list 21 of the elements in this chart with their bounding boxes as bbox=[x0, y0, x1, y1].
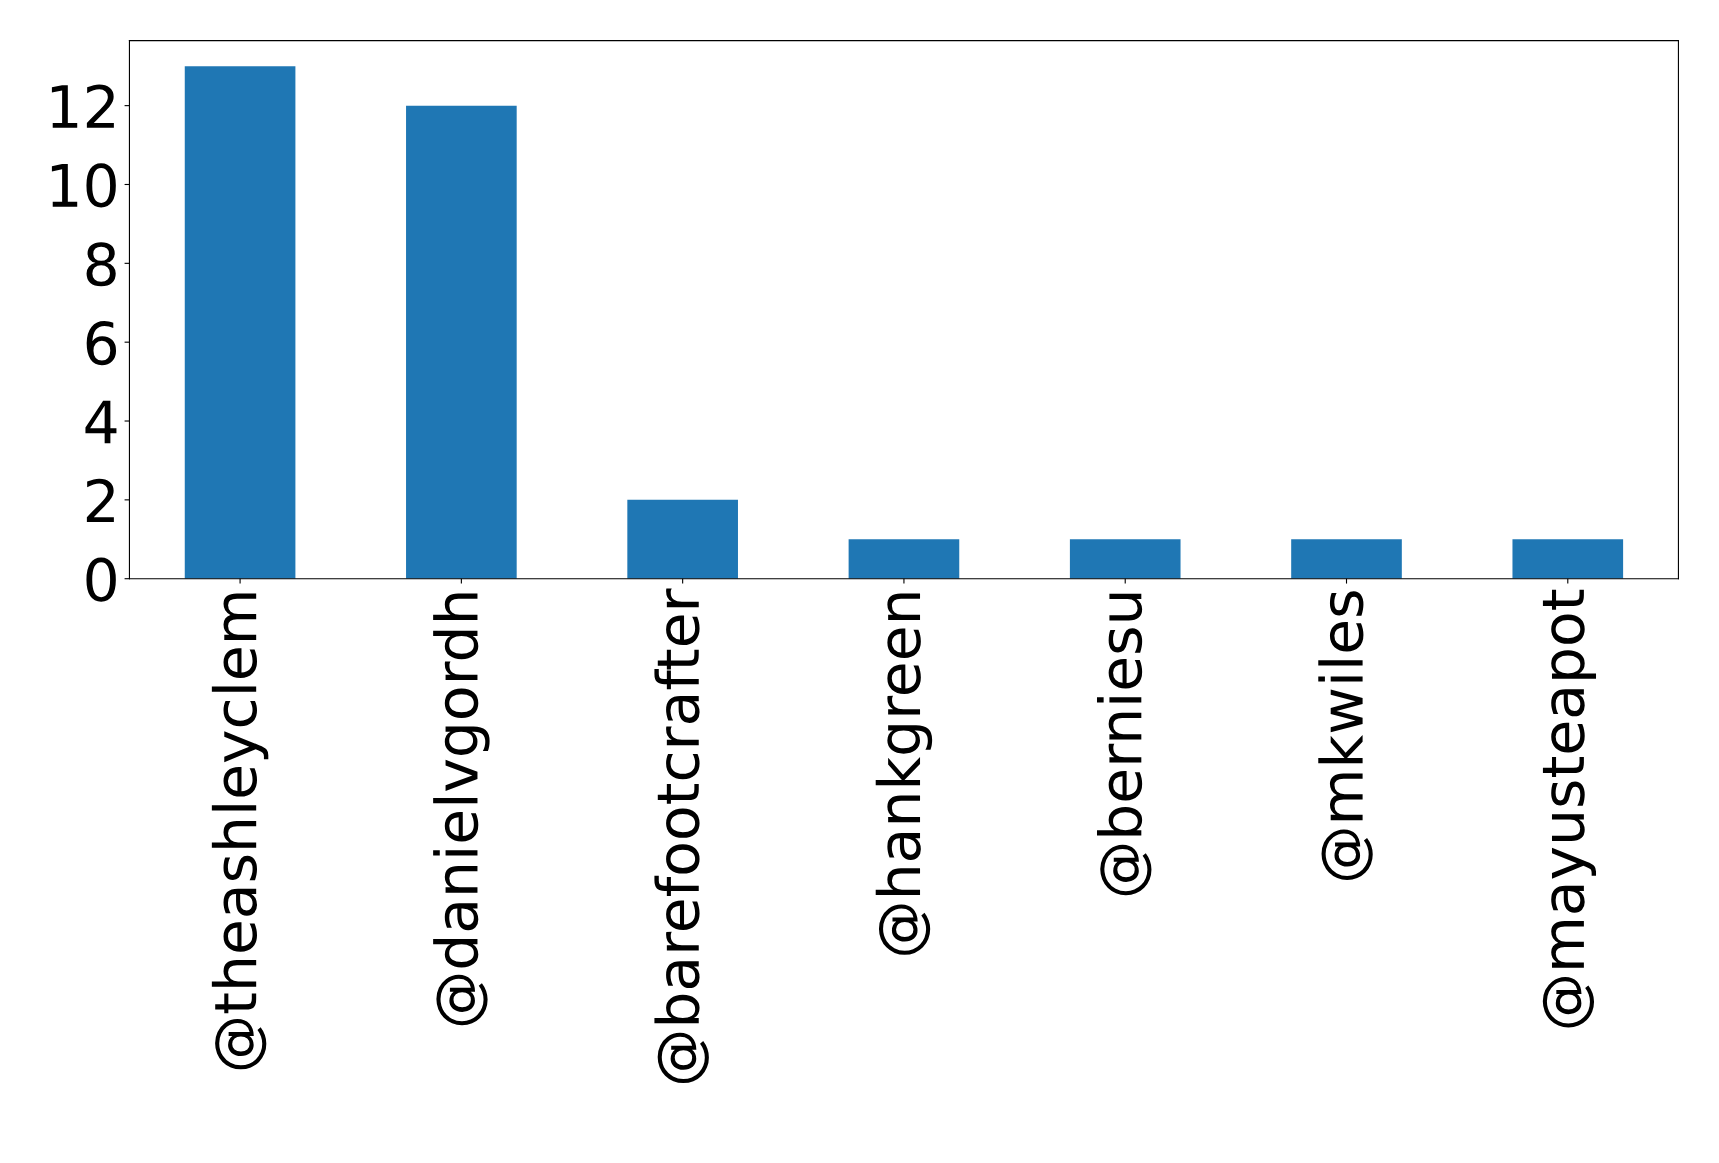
y-tick-label: 10 bbox=[51, 163, 116, 208]
bar bbox=[1291, 539, 1402, 579]
bar bbox=[184, 66, 296, 579]
y-tick-label: 0 bbox=[86, 557, 116, 602]
x-tick-label: @hankgreen bbox=[875, 593, 933, 955]
x-tick-label: @danielvgordh bbox=[433, 593, 490, 1026]
x-tick-label: @theashleyclem bbox=[211, 593, 269, 1070]
y-tick-label: 8 bbox=[86, 242, 116, 287]
x-tick-label: @barefootcrafter bbox=[654, 588, 709, 1084]
x-tick-label: @berniesu bbox=[1096, 593, 1152, 896]
y-tick-label: 6 bbox=[86, 321, 117, 366]
y-tick-label: 12 bbox=[51, 84, 114, 128]
bar bbox=[848, 539, 960, 579]
x-tick-label: @mayusteapot bbox=[1542, 589, 1597, 1028]
y-tick-label: 2 bbox=[86, 478, 114, 523]
y-tick-label: 4 bbox=[85, 400, 117, 444]
bar bbox=[1069, 539, 1181, 579]
bar bbox=[406, 105, 517, 579]
bar bbox=[627, 499, 738, 579]
bar bbox=[1512, 539, 1624, 579]
x-tick-label: @mkwiles bbox=[1318, 591, 1373, 880]
